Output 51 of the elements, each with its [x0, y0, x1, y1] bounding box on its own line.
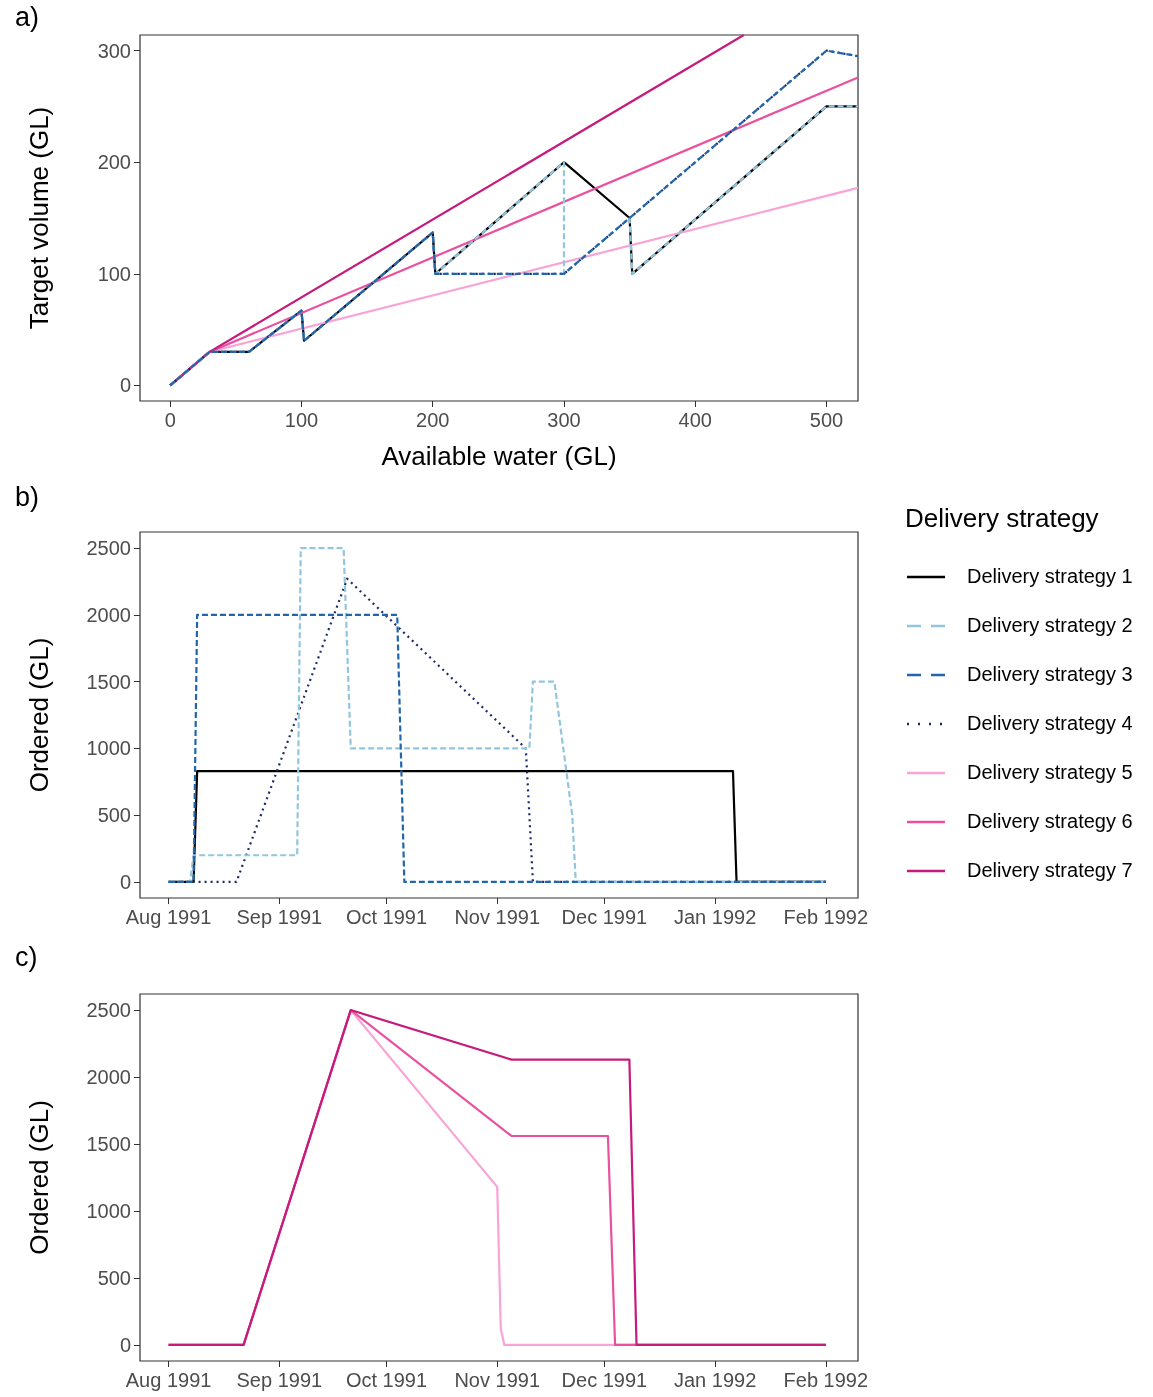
legend-label: Delivery strategy 2	[967, 614, 1133, 637]
chart-title: a)	[15, 1, 40, 32]
y-tick-label: 300	[97, 39, 131, 62]
y-tick-label: 2500	[86, 999, 131, 1022]
x-tick-label: Jan 1992	[673, 906, 757, 928]
legend-label: Delivery strategy 1	[967, 565, 1133, 588]
legend-label: Delivery strategy 4	[967, 712, 1133, 735]
x-tick-label: Aug 1991	[125, 1369, 212, 1391]
y-tick-label: 500	[97, 804, 131, 827]
y-tick-label: 0	[119, 374, 131, 397]
x-tick-label: Oct 1991	[345, 1369, 428, 1391]
y-tick-label: 1500	[86, 670, 131, 693]
x-tick-label: 500	[809, 409, 844, 431]
x-tick-label: Feb 1992	[783, 906, 869, 928]
x-tick-label: 100	[284, 409, 319, 431]
x-tick-label: Oct 1991	[345, 906, 428, 928]
y-tick-label: 100	[97, 262, 131, 285]
x-tick-label: Nov 1991	[454, 906, 541, 928]
y-axis-title: Target volume (GL)	[24, 106, 54, 330]
y-tick-label: 2000	[86, 1066, 131, 1089]
x-tick-label: 0	[164, 409, 176, 431]
x-tick-label: Sep 1991	[236, 1369, 323, 1391]
chart-title: c)	[15, 941, 38, 972]
x-tick-label: Dec 1991	[561, 1369, 648, 1391]
chart-title: b)	[15, 481, 40, 512]
x-tick-label: Dec 1991	[561, 906, 648, 928]
x-tick-label: Feb 1992	[783, 1369, 869, 1391]
y-tick-label: 2500	[86, 537, 131, 560]
y-tick-label: 1000	[86, 1199, 131, 1222]
legend-label: Delivery strategy 3	[967, 663, 1133, 686]
x-tick-label: 200	[416, 409, 450, 431]
x-axis-title: Available water (GL)	[381, 441, 617, 471]
legend-label: Delivery strategy 6	[967, 810, 1133, 833]
y-tick-label: 500	[97, 1266, 131, 1289]
y-axis-title: Ordered (GL)	[24, 637, 54, 793]
y-axis-title: Ordered (GL)	[24, 1100, 54, 1255]
x-tick-label: Nov 1991	[454, 1369, 541, 1391]
y-tick-label: 1500	[86, 1133, 131, 1156]
y-tick-label: 0	[119, 1333, 131, 1356]
legend-title: Delivery strategy	[905, 503, 1100, 534]
x-tick-label: Jan 1992	[673, 1369, 757, 1391]
y-tick-label: 0	[119, 870, 131, 893]
y-tick-label: 1000	[86, 737, 131, 760]
x-tick-label: Aug 1991	[125, 906, 212, 928]
x-tick-label: Sep 1991	[236, 906, 323, 928]
legend-label: Delivery strategy 5	[967, 761, 1133, 784]
y-tick-label: 200	[97, 151, 131, 174]
y-tick-label: 2000	[86, 603, 131, 626]
x-tick-label: 300	[547, 409, 581, 431]
x-tick-label: 400	[678, 409, 712, 431]
legend-label: Delivery strategy 7	[967, 859, 1133, 882]
